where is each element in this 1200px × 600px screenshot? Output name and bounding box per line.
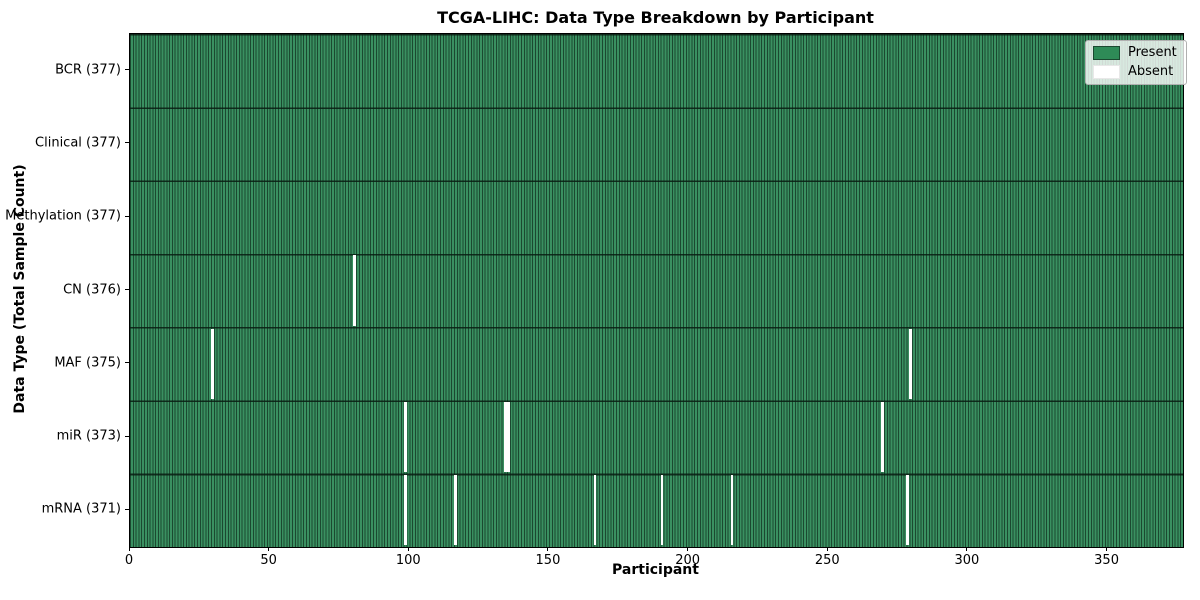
absent-gap-miR-135: [507, 402, 510, 473]
legend-swatch-absent: [1093, 65, 1120, 79]
x-axis-label: Participant: [612, 562, 699, 578]
x-tick-mark-250: [826, 547, 828, 551]
absent-gap-MAF-29: [211, 328, 214, 399]
chart-title: TCGA-LIHC: Data Type Breakdown by Partic…: [437, 8, 874, 27]
y-tick-label-mRNA: mRNA (371): [41, 501, 121, 517]
absent-gap-mRNA-190: [660, 475, 664, 546]
y-tick-label-BCR: BCR (377): [55, 62, 121, 78]
y-tick-label-CN: CN (376): [63, 282, 121, 297]
heatmap-plot-area: [129, 33, 1184, 548]
x-tick-mark-100: [407, 547, 409, 551]
legend-swatch-present: [1093, 46, 1120, 60]
y-tick-mark-BCR: [125, 69, 129, 71]
x-tick-label-250: 250: [814, 553, 840, 568]
x-tick-mark-300: [966, 547, 968, 551]
legend-label-present: Present: [1128, 45, 1177, 60]
absent-gap-mRNA-215: [730, 475, 734, 546]
absent-gap-CN-80: [353, 255, 357, 326]
x-tick-label-100: 100: [395, 553, 421, 568]
absent-gap-mRNA-98: [403, 475, 407, 546]
x-tick-mark-50: [268, 547, 270, 551]
y-tick-label-Methylation: Methylation (377): [5, 208, 121, 224]
x-tick-label-300: 300: [954, 553, 980, 568]
x-tick-mark-350: [1106, 547, 1108, 551]
x-tick-label-50: 50: [260, 553, 277, 568]
y-tick-label-Clinical: Clinical (377): [35, 135, 121, 151]
absent-gap-mRNA-278: [906, 475, 910, 546]
y-tick-mark-CN: [125, 289, 129, 290]
absent-gap-mRNA-116: [454, 475, 457, 546]
x-tick-mark-0: [128, 547, 130, 551]
x-tick-mark-150: [547, 547, 549, 551]
legend-label-absent: Absent: [1128, 64, 1174, 79]
x-tick-label-0: 0: [124, 553, 134, 568]
y-tick-mark-Methylation: [125, 215, 129, 217]
legend: Present Absent: [1085, 40, 1187, 85]
y-tick-label-MAF: MAF (375): [54, 355, 121, 371]
y-tick-mark-miR: [125, 435, 129, 437]
x-tick-mark-200: [687, 547, 689, 551]
x-tick-label-200: 200: [675, 553, 701, 568]
legend-entry-present: Present: [1093, 46, 1177, 60]
y-axis-label: Data Type (Total Sample Count): [12, 164, 28, 414]
absent-gap-miR-269: [881, 402, 885, 473]
absent-gap-MAF-279: [909, 328, 913, 399]
absent-gap-miR-134: [504, 402, 508, 473]
legend-entry-absent: Absent: [1093, 65, 1177, 79]
y-tick-mark-mRNA: [125, 508, 129, 510]
y-tick-mark-Clinical: [125, 142, 129, 144]
absent-gap-mRNA-166: [593, 475, 597, 546]
x-tick-label-350: 350: [1094, 553, 1119, 568]
y-tick-mark-MAF: [125, 362, 129, 364]
absent-gap-miR-98: [403, 402, 407, 473]
x-tick-label-150: 150: [535, 553, 561, 568]
y-tick-label-miR: miR (373): [56, 428, 121, 444]
